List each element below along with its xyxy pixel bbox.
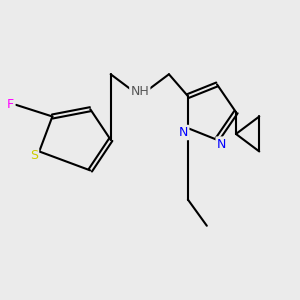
Text: N: N [217, 138, 226, 151]
Text: N: N [179, 126, 188, 139]
Text: S: S [30, 149, 38, 162]
Text: NH: NH [130, 85, 149, 98]
Text: F: F [7, 98, 14, 111]
